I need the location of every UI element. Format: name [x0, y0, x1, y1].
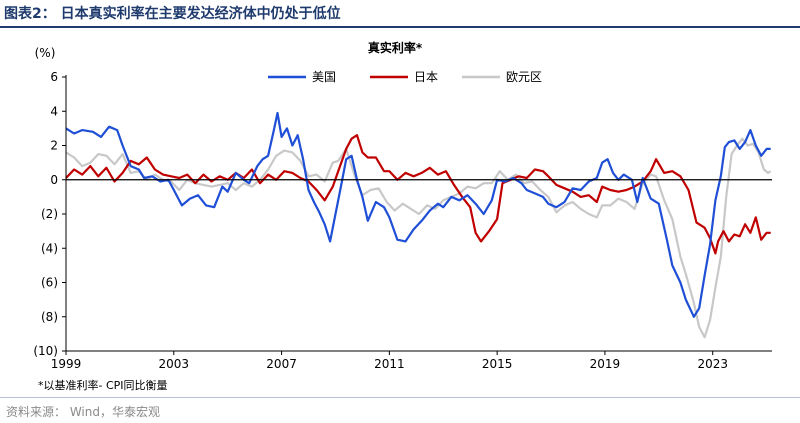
chart-title: 真实利率* [368, 40, 423, 55]
legend: 美国 日本 欧元区 [268, 70, 542, 84]
y-tick-label: (6) [41, 276, 58, 290]
y-tick-label: (8) [41, 310, 58, 324]
y-tick-label: (10) [33, 344, 58, 358]
legend-label-1: 日本 [414, 70, 438, 84]
footnote: *以基准利率- CPI同比衡量 [38, 379, 168, 392]
real-rate-chart: 真实利率* (%) 美国 日本 欧元区 6 4 2 0 (2) (4) (6) (8) (10)19… [33, 40, 772, 371]
series-layer [65, 111, 772, 339]
x-tick-label: 2019 [590, 357, 621, 371]
x-tick-label: 2015 [482, 357, 513, 371]
x-tick-label: 2023 [697, 357, 728, 371]
y-tick-label: 4 [50, 104, 58, 118]
series-line-0 [65, 111, 771, 318]
x-tick-label: 2007 [266, 357, 297, 371]
series-line-1 [65, 134, 771, 255]
y-tick-label: 0 [50, 173, 58, 187]
y-axis-unit-label: (%) [35, 46, 56, 60]
source-text: 资料来源： Wind，华泰宏观 [6, 405, 160, 419]
x-tick-label: 2011 [374, 357, 405, 371]
source-rule [0, 397, 800, 398]
y-tick-label: (4) [41, 241, 58, 255]
figure-title: 图表2： 日本真实利率在主要发达经济体中仍处于低位 [4, 6, 341, 22]
x-tick-label: 2003 [159, 357, 190, 371]
y-tick-label: 6 [50, 70, 58, 84]
legend-label-2: 欧元区 [506, 70, 542, 84]
series-line-2 [65, 137, 772, 339]
y-tick-label: (2) [41, 207, 58, 221]
legend-label-0: 美国 [312, 70, 336, 84]
x-tick-label: 1999 [51, 357, 82, 371]
axes-layer: 6 4 2 0 (2) (4) (6) (8) (10)1999 2003 2007 2011 2015… [33, 70, 772, 371]
title-rule [0, 26, 800, 28]
y-tick-label: 2 [50, 139, 58, 153]
